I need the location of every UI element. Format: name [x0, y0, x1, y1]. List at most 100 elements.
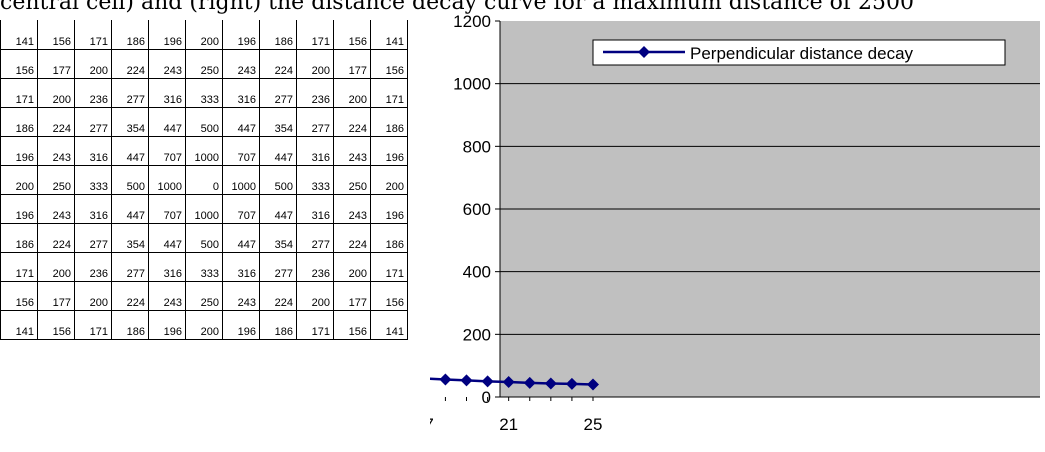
grid-cell: 236 [74, 252, 112, 282]
grid-cell: 316 [74, 136, 112, 166]
legend-label: Perpendicular distance decay [690, 44, 914, 63]
grid-cell: 171 [370, 252, 408, 282]
grid-cell: 707 [148, 194, 186, 224]
grid-cell: 447 [259, 136, 297, 166]
x-tick-label: 17 [430, 415, 434, 434]
grid-cell: 224 [333, 107, 371, 137]
grid-row: 156 177 200 224 243 250 243 224 200 177 156 [0, 49, 408, 79]
y-tick-label: 200 [463, 325, 491, 344]
y-tick-label: 400 [463, 263, 491, 282]
grid-cell: 224 [333, 223, 371, 253]
grid-cell: 200 [333, 252, 371, 282]
grid-cell: 447 [148, 223, 186, 253]
y-tick-label: 1200 [453, 12, 491, 31]
grid-cell: 200 [296, 49, 334, 79]
grid-cell: 186 [259, 310, 297, 340]
grid-cell: 224 [37, 223, 75, 253]
grid-cell: 277 [296, 107, 334, 137]
grid-cell: 196 [222, 310, 260, 340]
data-point [565, 377, 578, 390]
y-tick-label: 800 [463, 137, 491, 156]
y-tick-label: 0 [482, 388, 491, 407]
grid-cell: 200 [296, 281, 334, 311]
grid-cell: 196 [0, 136, 38, 166]
grid-cell: 707 [222, 136, 260, 166]
grid-cell: 224 [111, 281, 149, 311]
grid-cell: 171 [74, 310, 112, 340]
grid-cell: 186 [111, 20, 149, 50]
grid-cell: 707 [222, 194, 260, 224]
grid-cell: 277 [296, 223, 334, 253]
grid-cell: 200 [185, 310, 223, 340]
grid-cell: 500 [185, 107, 223, 137]
grid-cell: 1000 [185, 194, 223, 224]
grid-cell: 171 [296, 20, 334, 50]
grid-cell: 277 [74, 223, 112, 253]
grid-cell: 333 [185, 252, 223, 282]
grid-row: 200 250 333 500 1000 0 1000 500 333 250 200 [0, 165, 408, 195]
grid-cell: 171 [74, 20, 112, 50]
grid-cell: 186 [111, 310, 149, 340]
legend-marker [638, 46, 650, 58]
grid-cell: 156 [0, 281, 38, 311]
grid-cell: 1000 [185, 136, 223, 166]
grid-cell: 500 [259, 165, 297, 195]
data-point [481, 375, 494, 388]
grid-cell: 243 [333, 194, 371, 224]
grid-cell: 141 [370, 310, 408, 340]
grid-row: 186 224 277 354 447 500 447 354 277 224 186 [0, 107, 408, 137]
grid-cell: 156 [370, 49, 408, 79]
grid-cell: 186 [259, 20, 297, 50]
grid-cell: 186 [370, 107, 408, 137]
grid-cell: 156 [37, 310, 75, 340]
grid-cell: 243 [222, 49, 260, 79]
grid-cell: 333 [74, 165, 112, 195]
grid-cell: 200 [0, 165, 38, 195]
grid-row: 196 243 316 447 707 1000 707 447 316 243 196 [0, 136, 408, 166]
grid-cell: 200 [333, 78, 371, 108]
grid-cell: 277 [74, 107, 112, 137]
grid-cell: 200 [74, 281, 112, 311]
grid-cell: 196 [0, 194, 38, 224]
grid-cell: 236 [296, 78, 334, 108]
grid-cell: 156 [37, 20, 75, 50]
grid-cell: 500 [111, 165, 149, 195]
grid-cell: 171 [296, 310, 334, 340]
grid-cell: 1000 [148, 165, 186, 195]
grid-cell: 200 [37, 252, 75, 282]
grid-cell: 224 [259, 281, 297, 311]
grid-cell: 224 [37, 107, 75, 137]
grid-cell: 177 [37, 49, 75, 79]
grid-cell: 186 [0, 107, 38, 137]
grid-cell: 277 [259, 78, 297, 108]
grid-cell: 250 [185, 281, 223, 311]
grid-cell: 500 [185, 223, 223, 253]
grid-cell: 243 [333, 136, 371, 166]
x-tick-label: 25 [584, 415, 603, 434]
grid-cell: 250 [37, 165, 75, 195]
grid-cell: 316 [296, 136, 334, 166]
grid-cell: 447 [111, 194, 149, 224]
grid-cell: 141 [370, 20, 408, 50]
data-point [439, 373, 452, 386]
grid-cell: 243 [148, 281, 186, 311]
grid-cell: 156 [370, 281, 408, 311]
grid-cell: 196 [222, 20, 260, 50]
grid-row: 171 200 236 277 316 333 316 277 236 200 171 [0, 78, 408, 108]
data-point [587, 378, 599, 391]
data-point [460, 374, 473, 387]
y-tick-label: 600 [463, 200, 491, 219]
grid-cell: 236 [74, 78, 112, 108]
grid-cell: 243 [37, 136, 75, 166]
grid-row: 171 200 236 277 316 333 316 277 236 200 171 [0, 252, 408, 282]
grid-cell: 316 [222, 78, 260, 108]
grid-cell: 316 [148, 78, 186, 108]
grid-cell: 156 [333, 310, 371, 340]
grid-cell: 243 [37, 194, 75, 224]
distance-grid-table: 141 156 171 186 196 200 196 186 171 156 141 156 177 2… [0, 20, 408, 340]
grid-cell: 316 [296, 194, 334, 224]
grid-row: 196 243 316 447 707 1000 707 447 316 243 196 [0, 194, 408, 224]
grid-cell: 354 [259, 223, 297, 253]
grid-cell: 316 [222, 252, 260, 282]
grid-cell: 707 [148, 136, 186, 166]
